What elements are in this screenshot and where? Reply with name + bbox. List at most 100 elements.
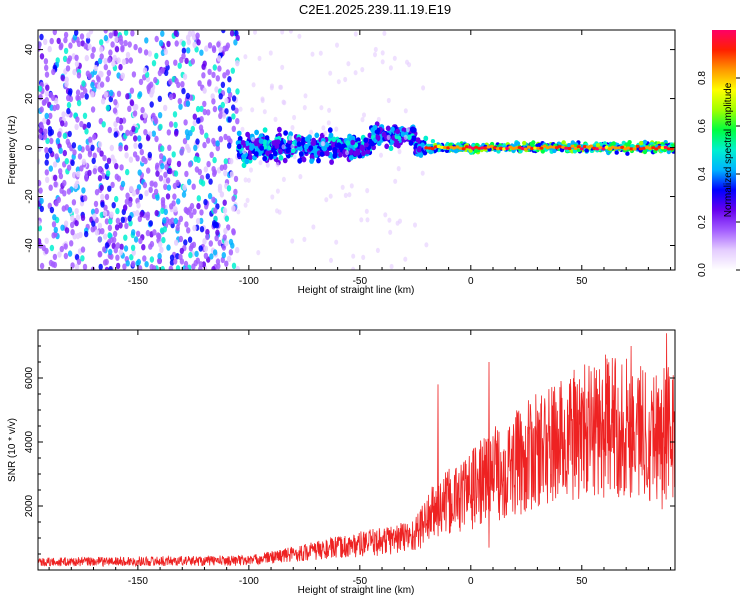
spectrogram-cell bbox=[361, 150, 366, 157]
spectrogram-cell bbox=[167, 218, 172, 226]
spectrogram-cell bbox=[113, 247, 119, 254]
spectrogram-cell bbox=[308, 145, 314, 151]
spectrogram-cell bbox=[83, 43, 88, 50]
spectrogram-cell bbox=[187, 161, 193, 168]
spectrogram-cell bbox=[195, 105, 201, 113]
spectrogram-cell bbox=[257, 55, 262, 62]
spectrogram-cell bbox=[586, 145, 590, 149]
spectrogram-cell bbox=[99, 184, 104, 191]
x-tick-label: 50 bbox=[576, 276, 588, 287]
spectrogram-cell bbox=[157, 252, 162, 260]
spectrogram-cell bbox=[522, 140, 527, 146]
spectrogram-cell bbox=[245, 144, 251, 151]
spectrogram-cell bbox=[178, 253, 183, 261]
spectrogram-cell bbox=[127, 215, 132, 222]
spectrogram-cell bbox=[120, 44, 125, 51]
spectrogram-cell bbox=[168, 78, 173, 85]
spectrogram-cell bbox=[149, 256, 155, 263]
spectrogram-cell bbox=[90, 81, 95, 89]
spectrogram-cell bbox=[334, 126, 339, 132]
spectrogram-cell bbox=[159, 153, 164, 160]
spectrogram-cell bbox=[108, 248, 113, 256]
x-tick-label: 50 bbox=[576, 576, 588, 587]
spectrogram-cell bbox=[235, 246, 240, 254]
spectrogram-cell bbox=[214, 86, 219, 93]
spectrogram-cell bbox=[198, 265, 203, 270]
spectrogram-cell bbox=[86, 122, 92, 129]
spectrogram-cell bbox=[64, 158, 70, 165]
spectrogram-cell bbox=[97, 251, 102, 258]
spectrogram-cell bbox=[386, 134, 391, 140]
spectrogram-cell bbox=[353, 150, 358, 157]
spectrogram-cell bbox=[227, 76, 232, 83]
spectrogram-cell bbox=[222, 234, 227, 241]
spectrogram-cell bbox=[44, 64, 49, 72]
spectrogram-cell bbox=[160, 163, 165, 170]
spectrogram-cell bbox=[102, 154, 107, 162]
spectrogram-cell bbox=[38, 158, 41, 165]
spectrogram-cell bbox=[107, 185, 112, 192]
spectrogram-cell bbox=[183, 119, 188, 126]
spectrogram-cell bbox=[62, 149, 67, 157]
spectrogram-cell bbox=[58, 168, 63, 175]
spectrogram-cell bbox=[81, 80, 86, 87]
spectrogram-cell bbox=[90, 226, 95, 233]
spectrogram-cell bbox=[632, 147, 637, 151]
spectrogram-cell bbox=[343, 76, 348, 83]
spectrogram-cell bbox=[191, 183, 196, 190]
spectrogram-cell bbox=[196, 202, 201, 210]
spectrogram-cell bbox=[107, 126, 113, 134]
spectrogram-cell bbox=[163, 104, 168, 112]
spectrogram-cell bbox=[218, 93, 223, 100]
spectrogram-cell bbox=[144, 37, 149, 44]
spectrogram-cell bbox=[102, 246, 107, 253]
spectrogram-cell bbox=[224, 108, 229, 115]
spectrogram-cell bbox=[212, 249, 218, 256]
spectrogram-cell bbox=[195, 217, 201, 225]
spectrogram-cell bbox=[110, 181, 115, 189]
spectrogram-cell bbox=[256, 250, 261, 256]
spectrogram-cell bbox=[211, 137, 216, 145]
spectrogram-cell bbox=[53, 174, 58, 181]
spectrogram-cell bbox=[211, 71, 216, 79]
spectrogram-cell bbox=[62, 132, 68, 139]
spectrogram-cell bbox=[376, 140, 382, 147]
spectrogram-cell bbox=[388, 145, 394, 152]
spectrogram-cell bbox=[43, 128, 48, 135]
spectrogram-cell bbox=[61, 205, 66, 212]
spectrogram-cell bbox=[93, 64, 99, 72]
spectrogram-cell bbox=[483, 146, 488, 150]
spectrogram-cell bbox=[181, 47, 187, 54]
spectrogram-cell bbox=[233, 188, 238, 196]
spectrogram-cell bbox=[153, 181, 158, 188]
spectrogram-cell bbox=[56, 37, 61, 45]
spectrogram-cell bbox=[572, 149, 578, 154]
spectrogram-cell bbox=[311, 224, 316, 230]
spectrogram-cell bbox=[517, 145, 522, 150]
spectrogram-cell bbox=[160, 145, 165, 152]
spectrogram-cell bbox=[199, 49, 204, 56]
spectrogram-cell bbox=[147, 151, 152, 159]
spectrogram-cell bbox=[163, 208, 168, 216]
spectrogram-cell bbox=[386, 97, 391, 104]
spectrogram-cell bbox=[100, 201, 105, 208]
spectrogram-cell bbox=[233, 39, 238, 46]
spectrogram-cell bbox=[99, 53, 104, 60]
spectrogram-cell bbox=[182, 73, 188, 80]
spectrogram-cell bbox=[236, 130, 242, 137]
spectrogram-cell bbox=[231, 113, 236, 120]
spectrogram-cell bbox=[132, 110, 138, 117]
spectrogram-cell bbox=[370, 127, 376, 133]
x-tick-label: -50 bbox=[353, 576, 368, 587]
spectrogram-cell bbox=[49, 37, 54, 45]
spectrogram-cell bbox=[199, 209, 204, 216]
spectrogram-cell bbox=[74, 30, 79, 36]
spectrogram-cell bbox=[270, 83, 274, 89]
spectrogram-cell bbox=[112, 107, 118, 114]
spectrogram-cell bbox=[408, 140, 414, 146]
y-tick-label: 6000 bbox=[24, 366, 35, 389]
spectrogram-cell bbox=[142, 67, 148, 74]
spectrogram-cell bbox=[257, 150, 263, 157]
spectrogram-cell bbox=[151, 60, 157, 67]
spectrogram-cell bbox=[118, 124, 124, 131]
